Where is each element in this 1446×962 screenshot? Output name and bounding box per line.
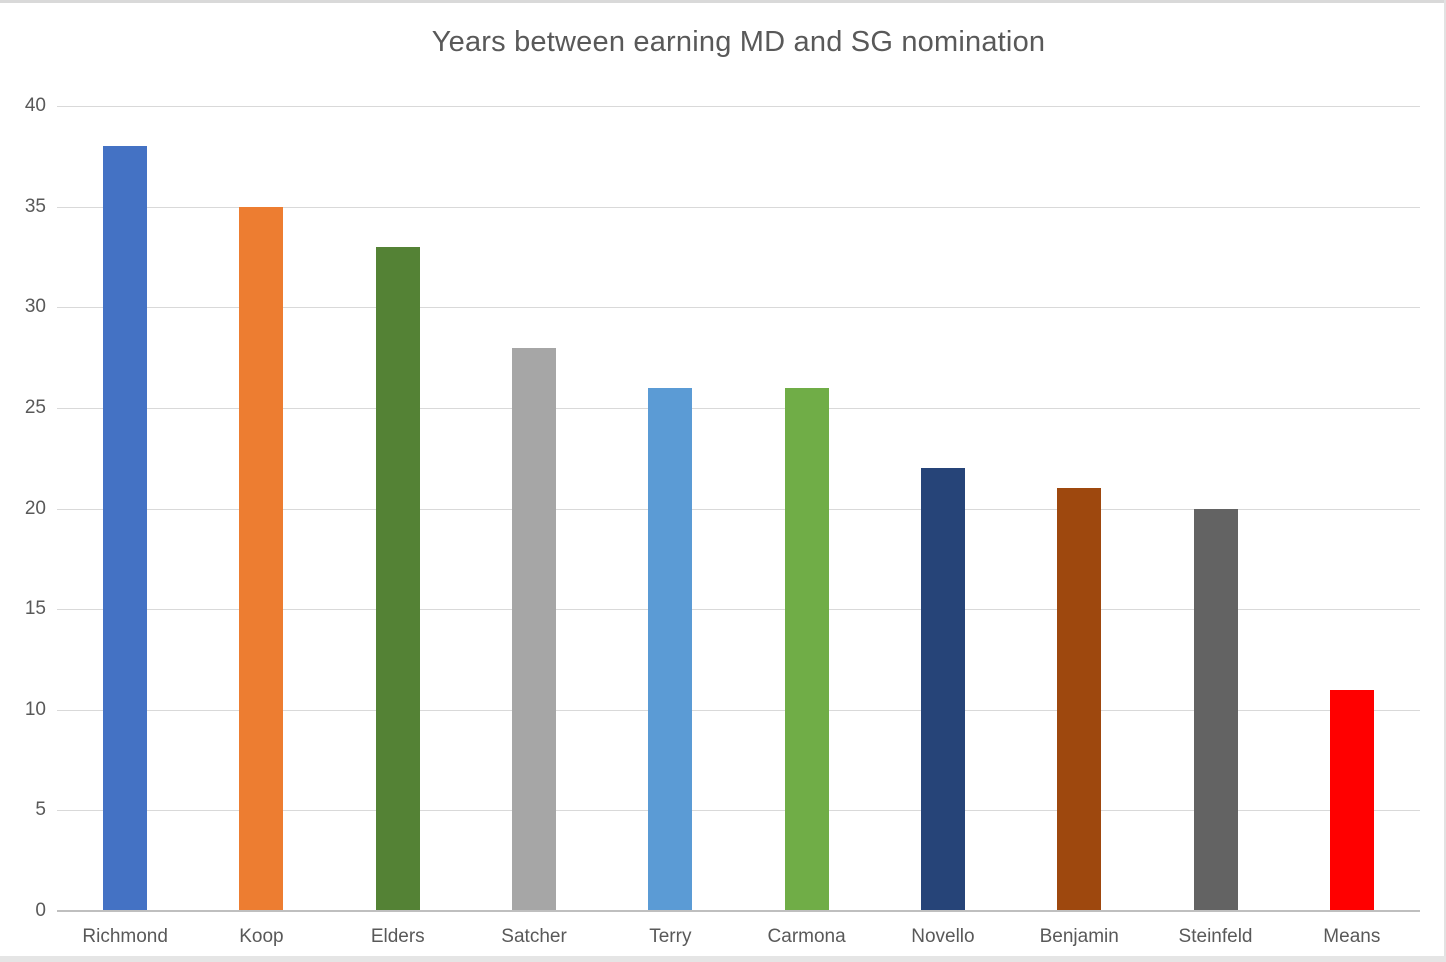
chart-title: Years between earning MD and SG nominati…	[431, 26, 1046, 58]
bar-means[interactable]	[1329, 689, 1374, 911]
bar-benjamin[interactable]	[1057, 488, 1102, 911]
bar-satcher[interactable]	[512, 347, 557, 911]
y-tick-label-20: 20	[24, 497, 46, 519]
gridline-5	[57, 810, 1420, 812]
bar-slot-carmona	[738, 106, 874, 911]
gridline-30	[57, 307, 1420, 309]
bar-slot-novello	[875, 106, 1011, 911]
y-axis-labels: 0 5 10 15 20 25 30 35 40	[0, 0, 46, 962]
gridline-10	[57, 709, 1420, 711]
bar-slot-satcher	[466, 106, 602, 911]
y-tick-label-25: 25	[24, 396, 46, 418]
bar-steinfeld[interactable]	[1193, 508, 1238, 911]
gridline-25	[57, 407, 1420, 409]
x-label-means: Means	[1323, 926, 1381, 947]
bar-terry[interactable]	[648, 387, 693, 911]
gridline-15	[57, 609, 1420, 611]
right-border	[1444, 0, 1446, 962]
x-label-richmond: Richmond	[82, 926, 168, 947]
y-tick-label-40: 40	[24, 95, 46, 116]
y-tick-label-5: 5	[35, 799, 46, 821]
x-label-steinfeld: Steinfeld	[1178, 926, 1253, 947]
bottom-border	[0, 956, 1446, 962]
bar-richmond[interactable]	[103, 146, 148, 911]
bar-slot-steinfeld	[1147, 106, 1283, 911]
bar-elders[interactable]	[375, 246, 420, 911]
y-tick-label-35: 35	[24, 195, 46, 217]
x-axis-line	[57, 910, 1420, 912]
gridline-40	[57, 106, 1420, 107]
bar-slot-elders	[330, 106, 466, 911]
plot-area	[57, 106, 1420, 912]
bar-slot-benjamin	[1011, 106, 1147, 911]
x-axis-labels: Richmond Koop Elders Satcher Terry Carmona Nov…	[57, 926, 1420, 948]
bar-slot-richmond	[57, 106, 193, 911]
gridline-35	[57, 206, 1420, 208]
bar-koop[interactable]	[239, 206, 284, 911]
x-label-terry: Terry	[649, 926, 692, 947]
bar-slot-terry	[602, 106, 738, 911]
x-label-koop: Koop	[239, 926, 284, 947]
bar-novello[interactable]	[920, 468, 965, 911]
x-label-elders: Elders	[370, 926, 425, 947]
top-border	[0, 0, 1446, 3]
gridline-20	[57, 508, 1420, 510]
x-label-carmona: Carmona	[767, 926, 846, 947]
bar-series	[57, 106, 1420, 911]
y-tick-label-0: 0	[35, 900, 46, 921]
bar-slot-koop	[193, 106, 329, 911]
x-label-novello: Novello	[911, 926, 975, 947]
y-tick-label-10: 10	[24, 698, 46, 720]
bar-carmona[interactable]	[784, 387, 829, 911]
x-label-benjamin: Benjamin	[1039, 926, 1119, 947]
bar-slot-means	[1284, 106, 1420, 911]
y-tick-label-15: 15	[24, 598, 46, 620]
y-tick-label-30: 30	[24, 296, 46, 318]
x-label-satcher: Satcher	[501, 926, 567, 947]
